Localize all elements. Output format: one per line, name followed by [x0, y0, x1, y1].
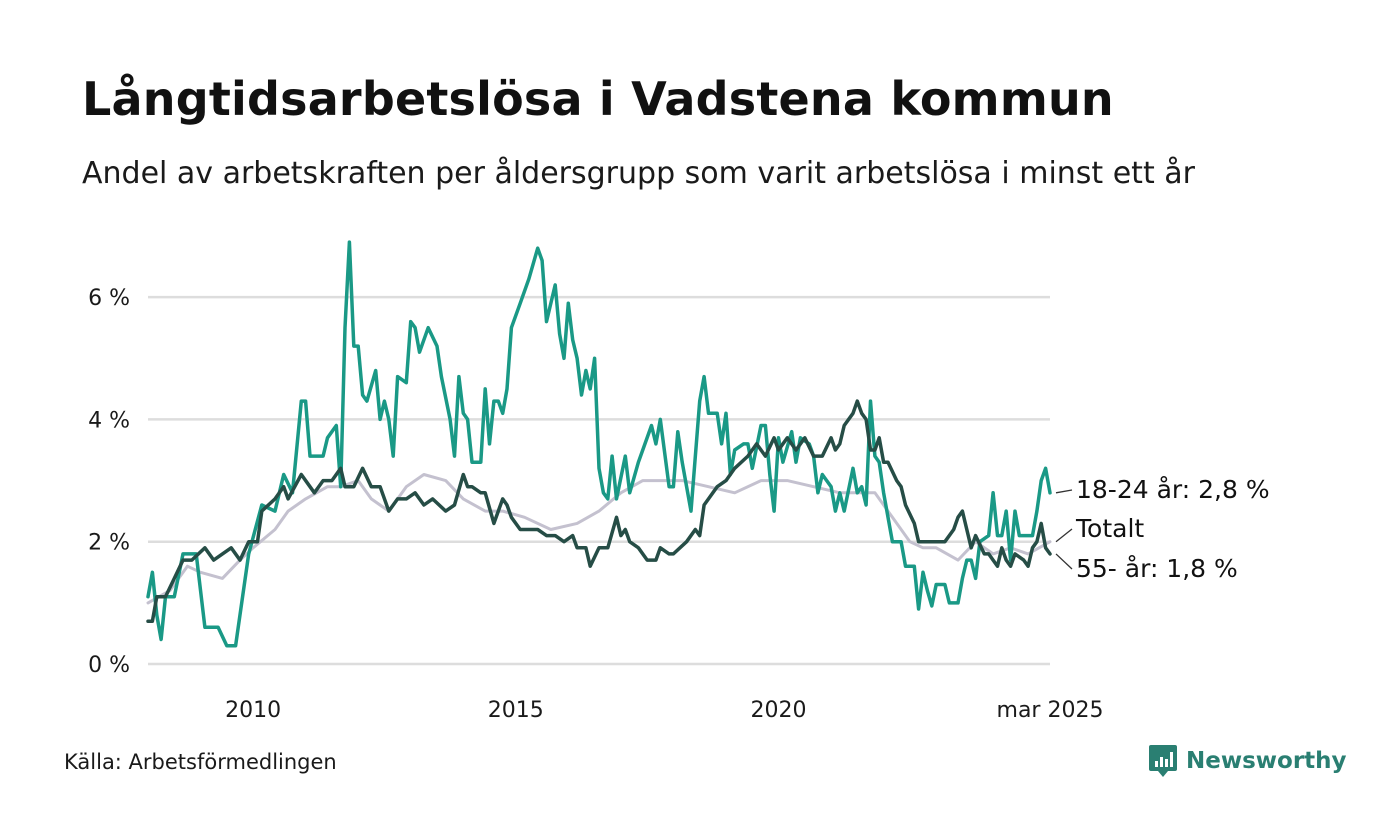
- series-lines: [146, 240, 1052, 648]
- chart-title: Långtidsarbetslösa i Vadstena kommun: [82, 72, 1114, 126]
- y-tick-label: 4 %: [88, 408, 130, 433]
- x-tick-label: 2010: [225, 698, 281, 723]
- series-end-label: 55- år: 1,8 %: [1076, 554, 1238, 583]
- source-note: Källa: Arbetsförmedlingen: [64, 750, 337, 774]
- newsworthy-logo-icon: [1149, 745, 1177, 777]
- y-tick-label: 6 %: [88, 286, 130, 311]
- series-end-label: Totalt: [1075, 514, 1144, 543]
- x-tick-label: 2015: [488, 698, 544, 723]
- series-line-2: [146, 240, 1052, 648]
- y-tick-label: 2 %: [88, 531, 130, 556]
- series-end-labels: Totalt 18-24 år: 2,8 % 55- år: 1,8 %: [1055, 475, 1270, 583]
- x-axis-ticks: 2010 2015 2020 mar 2025: [225, 698, 1103, 723]
- series-end-label: 18-24 år: 2,8 %: [1076, 475, 1270, 504]
- series-line-3: [146, 399, 1052, 623]
- label-leader-line: [1055, 528, 1073, 543]
- line-chart: 0 % 2 % 4 % 6 % 2010 2015 2020 mar 2025 Totalt…: [88, 240, 1270, 723]
- chart-subtitle: Andel av arbetskraften per åldersgrupp s…: [82, 156, 1195, 191]
- y-axis-ticks: 0 % 2 % 4 % 6 %: [88, 286, 130, 678]
- y-tick-label: 0 %: [88, 653, 130, 678]
- series-line-1: [146, 473, 1052, 605]
- x-tick-label: mar 2025: [997, 698, 1104, 723]
- brand-name: Newsworthy: [1186, 748, 1347, 774]
- label-leader-line: [1055, 489, 1073, 494]
- brand-logo[interactable]: Newsworthy: [1148, 744, 1347, 778]
- x-tick-label: 2020: [751, 698, 807, 723]
- label-leader-line: [1055, 553, 1073, 570]
